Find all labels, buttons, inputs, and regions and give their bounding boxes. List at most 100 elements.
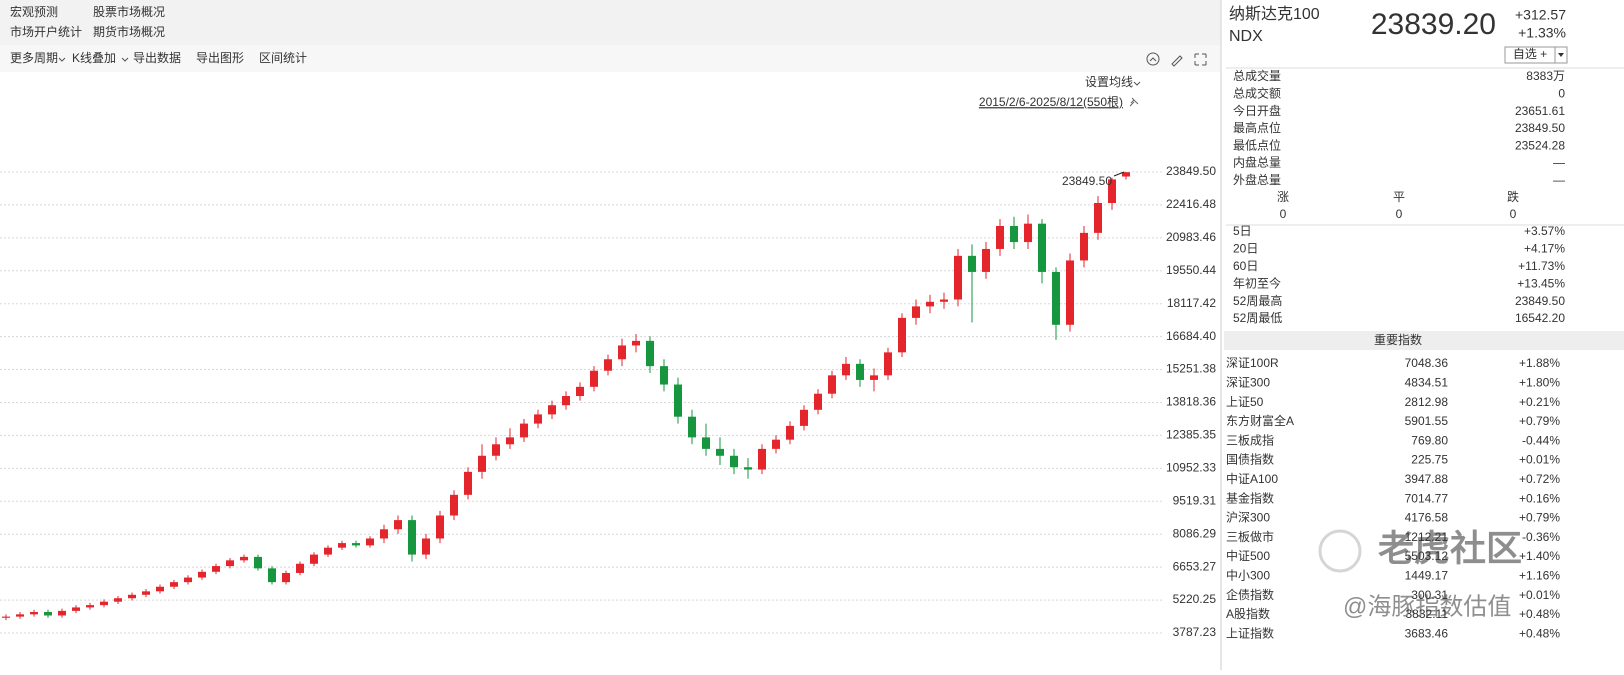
toolbar-item[interactable]: 导出图形 [196,51,244,65]
breadth-value: 0 [1510,207,1517,221]
index-row-price[interactable]: 5503.12 [1405,549,1449,563]
menu-item[interactable]: 期货市场概况 [93,24,165,39]
candle-body [870,375,878,380]
watchlist-button[interactable] [1504,46,1568,64]
candle-body [310,554,318,564]
candle-body [198,571,206,578]
range-label[interactable]: 2015/2/6-2025/8/12(550根) [979,95,1123,109]
index-row-name[interactable]: 基金指数 [1226,490,1274,505]
toolbar-item[interactable]: 更多周期 [10,51,58,65]
y-tick-label: 23849.50 [1166,164,1216,178]
index-row-price[interactable]: 3947.88 [1405,472,1449,486]
index-row-price[interactable]: 300.31 [1411,588,1448,602]
index-row-name[interactable]: 中证500 [1226,548,1270,563]
index-row-name[interactable]: 三板做市 [1226,529,1274,544]
section-header [1224,331,1624,350]
candle-body [576,386,584,397]
stat-label: 总成交额 [1233,85,1281,100]
index-row-pct[interactable]: +1.80% [1519,375,1560,389]
index-row-price[interactable]: 7014.77 [1405,491,1449,505]
index-row-price[interactable]: 769.80 [1411,433,1448,447]
index-row-pct[interactable]: +0.01% [1519,588,1560,602]
index-row-pct[interactable]: +0.72% [1519,472,1560,486]
index-row-pct[interactable]: -0.36% [1522,530,1560,544]
index-row-name[interactable]: 中小300 [1226,567,1270,582]
index-row-price[interactable]: 3832.11 [1406,607,1449,621]
ma-setting[interactable]: 设置均线 [1085,75,1133,89]
chevron[interactable] [1133,81,1141,86]
candle-body [30,612,38,615]
y-tick-label: 18117.42 [1167,296,1216,310]
index-row-name[interactable]: 上证50 [1226,395,1264,409]
index-row-pct[interactable]: +1.16% [1519,568,1560,582]
y-tick-label: 12385.35 [1166,428,1216,442]
index-row-pct[interactable]: +0.79% [1519,414,1560,428]
index-row-pct[interactable]: +0.48% [1519,607,1560,621]
section-title: 重要指数 [1374,332,1422,347]
index-row-price[interactable]: 2812.98 [1405,395,1449,409]
candle-body [688,416,696,438]
chart-icons[interactable] [1146,52,1207,67]
candle-body [1066,260,1074,325]
index-row-name[interactable]: 东方财富全A [1226,413,1294,428]
index-row-price[interactable]: 5901.55 [1405,414,1449,428]
candle-body [184,577,192,583]
index-row-name[interactable]: 企债指数 [1226,587,1274,602]
candle-body [142,591,150,595]
watchlist-label[interactable]: 自选 + [1513,47,1547,61]
index-row-price[interactable]: 4176.58 [1405,511,1449,525]
candle-body [86,605,94,608]
index-row-name[interactable]: 上证指数 [1226,625,1274,640]
candle-body [828,375,836,394]
dropdown-arrow[interactable] [1558,53,1564,57]
return-value: +4.17% [1524,242,1565,256]
candle-body [450,494,458,516]
index-row-price[interactable]: 1449.17 [1405,568,1449,582]
y-tick-label: 6653.27 [1173,559,1217,573]
index-row-price[interactable]: 7048.36 [1405,356,1449,370]
index-row-price[interactable]: 3683.46 [1405,626,1449,640]
menu-item[interactable]: 宏观预测 [10,4,58,19]
chevron[interactable] [58,57,66,62]
candle-body [1024,223,1032,243]
breadth-value: 0 [1396,207,1403,221]
stat-label: 总成交量 [1233,68,1281,83]
index-row-name[interactable]: 深证300 [1226,375,1270,389]
candle-body [1094,202,1102,233]
toolbar-item[interactable]: 区间统计 [259,51,307,65]
index-row-name[interactable]: 深证100R [1226,356,1279,370]
index-row-pct[interactable]: +1.40% [1519,549,1560,563]
candle-body [744,467,752,470]
index-row-pct[interactable]: +1.88% [1519,356,1560,370]
index-row-name[interactable]: A股指数 [1226,606,1270,621]
index-row-pct[interactable]: +0.21% [1519,395,1560,409]
index-row-price[interactable]: 4834.51 [1405,375,1449,389]
index-row-name[interactable]: 中证A100 [1226,471,1278,486]
index-row-pct[interactable]: +0.48% [1519,626,1560,640]
index-row-name[interactable]: 三板成指 [1226,432,1274,447]
index-row-pct[interactable]: +0.79% [1519,511,1560,525]
candle-body [898,317,906,353]
index-row-name[interactable]: 沪深300 [1226,511,1270,525]
index-row-name[interactable]: 国债指数 [1226,452,1274,467]
candle-body [1010,225,1018,243]
index-row-pct[interactable]: -0.44% [1522,433,1560,447]
index-row-pct[interactable]: +0.16% [1519,491,1560,505]
candle-body [352,543,360,546]
menu-item[interactable]: 股票市场概况 [93,4,165,19]
y-tick-label: 10952.33 [1166,461,1216,475]
menu-item[interactable]: 市场开户统计 [10,24,82,39]
index-code: NDX [1229,28,1263,45]
index-row-price[interactable]: 225.75 [1411,453,1448,467]
y-tick-label: 9519.31 [1173,493,1217,507]
chevron[interactable] [121,57,129,62]
toolbar [0,45,1220,72]
index-row-pct[interactable]: +0.01% [1519,453,1560,467]
candle-body [254,556,262,569]
y-tick-label: 16684.40 [1166,329,1216,343]
pin-icon[interactable] [1129,97,1139,107]
index-row-price[interactable]: 1212.21 [1405,530,1449,544]
toolbar-item[interactable]: K线叠加 [72,51,116,65]
candle-body [464,471,472,495]
toolbar-item[interactable]: 导出数据 [133,50,181,65]
